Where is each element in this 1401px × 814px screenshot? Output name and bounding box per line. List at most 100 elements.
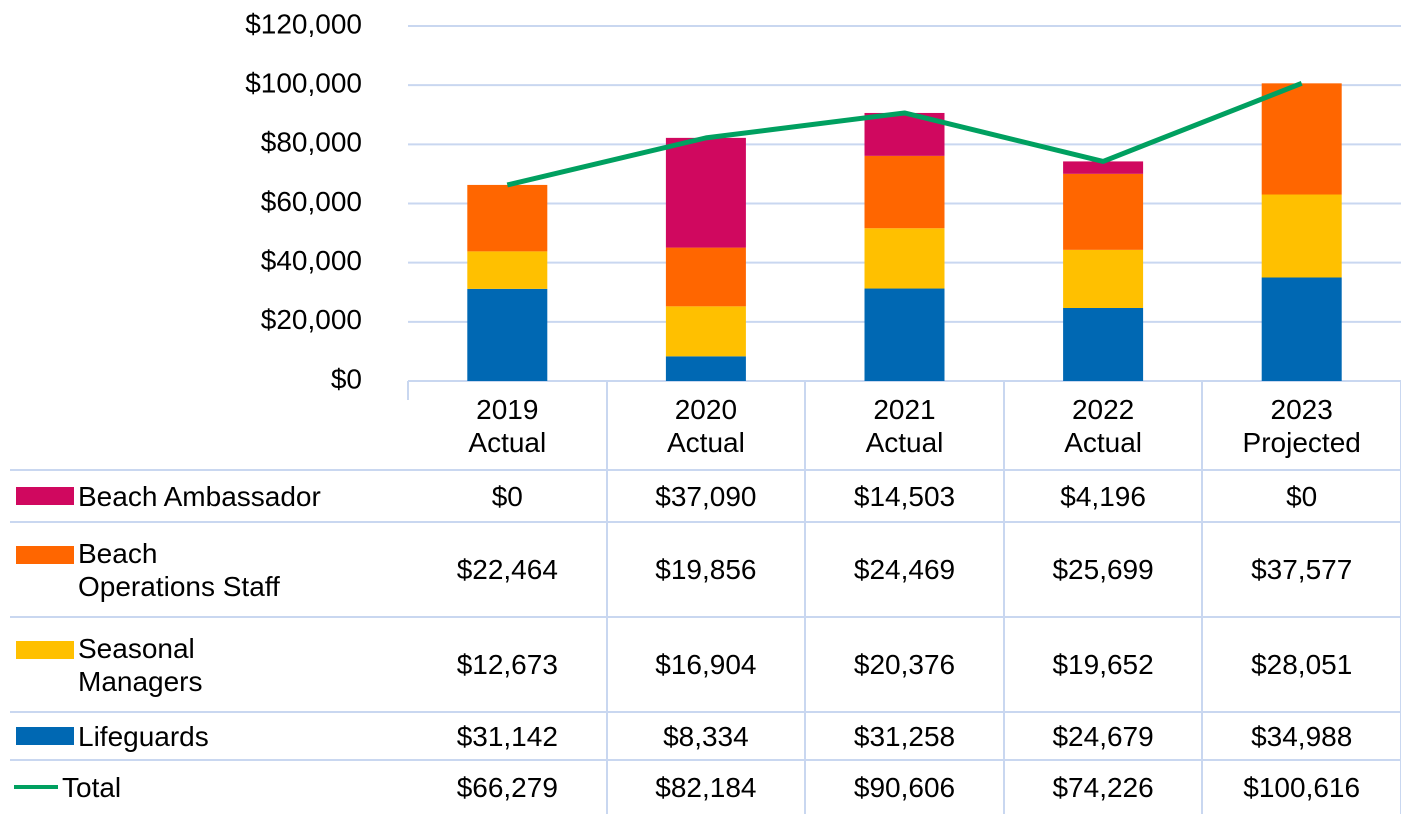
data-label: $22,464 [456,554,558,585]
legend-swatch [16,641,74,659]
bar-segment [665,306,746,357]
table-line [605,381,608,814]
bar-segment [467,288,548,381]
data-label: $66,279 [456,771,558,803]
category-header: 2021 Actual [805,381,1004,470]
category-header: 2019 Actual [408,381,607,470]
table-value: $37,577 [1202,522,1401,617]
bar-segment [1261,194,1342,278]
data-label: $20,376 [853,649,956,680]
legend-swatch [16,727,74,745]
legend-swatch [14,785,58,789]
table-line [10,521,1401,523]
legend-entry: Seasonal Managers [10,617,408,712]
bar-segment [665,137,746,248]
data-label: $19,856 [655,554,757,585]
table-value: $12,673 [408,617,607,712]
legend-label: Beach Ambassador [78,480,321,512]
y-tick-label: $0 [331,363,362,394]
table-value: $14,503 [805,470,1004,522]
table-value: $8,334 [607,712,806,760]
bar-segment [864,155,945,229]
table-value: $90,606 [805,760,1004,814]
table-value: $16,904 [607,617,806,712]
y-tick-label: $40,000 [261,245,362,276]
y-tick-label: $100,000 [245,68,362,99]
category-header: 2020 Actual [607,381,806,470]
data-label: $37,090 [655,480,757,512]
chart: $0 $20,000 $40,000 $60,000 $80,000 $100,000 $1… [245,8,1401,400]
bar-segment [1063,173,1144,250]
x-tick-label: 2021 Actual [865,393,944,458]
bar-segment [864,228,945,289]
data-label: $16,904 [655,649,757,680]
table-value: $100,616 [1202,760,1401,814]
legend-swatch [16,546,74,564]
data-label: $82,184 [655,771,757,803]
legend-label: Beach Operations Staff [78,537,280,602]
table-line [10,469,1401,471]
table-line [10,711,1401,713]
table-value: $37,090 [607,470,806,522]
legend-label: Lifeguards [78,720,209,752]
table-value: $25,699 [1004,522,1203,617]
bar-segment [1063,307,1144,381]
table-value: $19,856 [607,522,806,617]
bar-segment [467,251,548,289]
table-value: $19,652 [1004,617,1203,712]
data-label: $19,652 [1052,649,1154,680]
table-value: $31,258 [805,712,1004,760]
legend-entry: Beach Operations Staff [10,522,408,617]
x-tick-label: 2020 Actual [666,393,745,458]
table-line [10,759,1401,761]
data-label: $31,142 [456,720,558,752]
bar-segment [1063,249,1144,308]
table-line [10,616,1401,618]
table-line [1002,381,1005,814]
legend-entry: Total [10,760,408,814]
data-label: $12,673 [456,649,558,680]
y-tick-label: $20,000 [261,304,362,335]
x-tick-label: 2019 Actual [468,393,547,458]
data-label: $90,606 [853,771,956,803]
data-label: $0 [491,480,523,512]
table-value: $0 [408,470,607,522]
table-line [804,381,807,814]
data-label: $0 [1286,480,1318,512]
x-tick-label: 2023 Projected [1242,393,1361,458]
bar-segment [467,184,548,252]
data-label: $100,616 [1243,771,1361,803]
table-line [1201,381,1204,814]
data-label: $37,577 [1251,554,1353,585]
bar-segment [1261,83,1342,195]
bar-segment [1063,161,1144,174]
table-value: $24,469 [805,522,1004,617]
table-value: $20,376 [805,617,1004,712]
legend-swatch [16,487,74,505]
data-label: $25,699 [1052,554,1154,585]
data-label: $74,226 [1052,771,1154,803]
table-value: $0 [1202,470,1401,522]
total-line [506,81,1303,188]
bar-segment [864,288,945,381]
y-tick-label: $60,000 [261,186,362,217]
x-tick-label: 2022 Actual [1064,393,1143,458]
table-value: $34,988 [1202,712,1401,760]
legend-entry: Lifeguards [10,712,408,760]
table-value: $4,196 [1004,470,1203,522]
data-label: $24,469 [853,554,956,585]
table-value: $28,051 [1202,617,1401,712]
y-tick-label: $120,000 [245,8,362,39]
table-value: $31,142 [408,712,607,760]
category-header: 2023 Projected [1202,381,1401,470]
data-label: $24,679 [1052,720,1154,752]
legend-label: Seasonal Managers [78,632,203,697]
data-label: $8,334 [663,720,749,752]
table-value: $24,679 [1004,712,1203,760]
table-value: $66,279 [408,760,607,814]
data-label: $34,988 [1251,720,1353,752]
legend-entry: Beach Ambassador [10,470,408,522]
data-label: $31,258 [853,720,956,752]
table-value: $82,184 [607,760,806,814]
